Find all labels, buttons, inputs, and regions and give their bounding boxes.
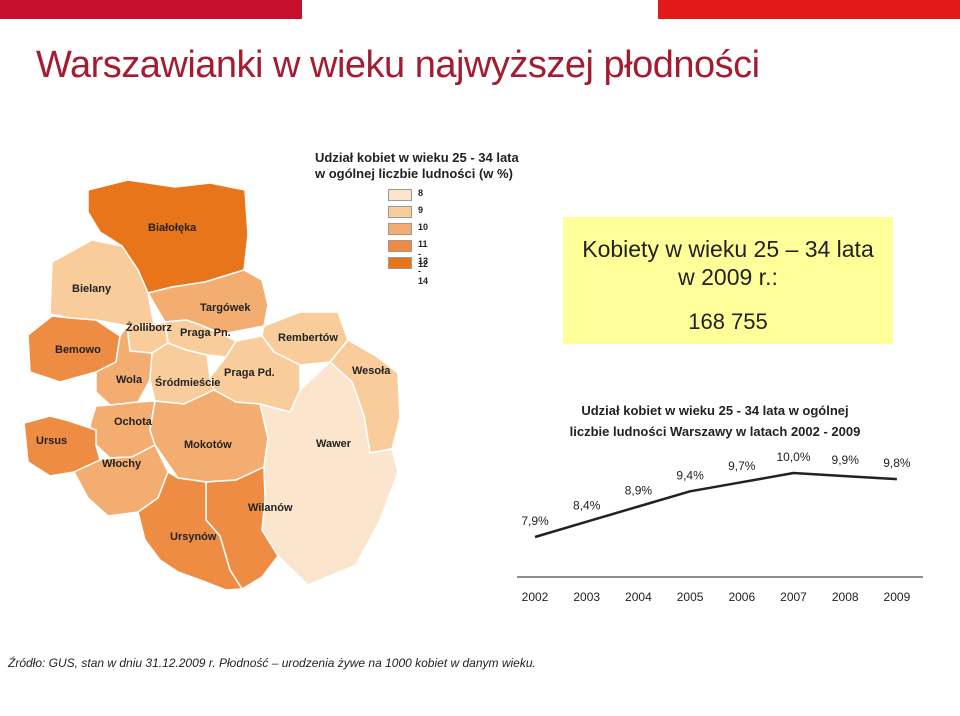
legend-swatch: [388, 240, 412, 252]
page-title: Warszawianki w wieku najwyższej płodnośc…: [36, 44, 760, 86]
district-label-srodmiescie: Śródmieście: [155, 377, 221, 389]
district-label-bialoleka: Białołęka: [148, 222, 197, 234]
data-label: 10,0%: [776, 450, 810, 464]
data-label: 8,9%: [625, 484, 653, 498]
data-label: 7,9%: [521, 514, 549, 528]
x-tick-label: 2007: [780, 590, 807, 604]
district-label-zoliborz: Żolliborz: [126, 322, 172, 334]
highlight-box: Kobiety w wieku 25 – 34 lata w 2009 r.: …: [563, 217, 893, 344]
district-label-wlochy: Włochy: [102, 458, 142, 470]
data-label: 9,8%: [883, 456, 911, 470]
legend-swatch: [388, 189, 412, 201]
district-ursus: [23, 415, 101, 477]
x-tick-label: 2008: [832, 590, 859, 604]
district-label-wesola: Wesoła: [352, 365, 391, 377]
data-label: 9,4%: [676, 468, 704, 482]
x-tick-label: 2003: [573, 590, 600, 604]
legend-label: 10: [418, 222, 429, 232]
map-title: Udział kobiet w wieku 25 - 34 lata w ogó…: [315, 150, 519, 182]
highlight-value: 168 755: [688, 309, 768, 334]
x-tick-label: 2009: [884, 590, 911, 604]
map-title-line2: w ogólnej liczbie ludności (w %): [315, 166, 513, 181]
district-label-praga-pd: Praga Pd.: [224, 367, 275, 379]
legend-swatch: [388, 206, 412, 218]
legend-label: 13 - 14: [418, 256, 429, 286]
x-tick-label: 2006: [728, 590, 755, 604]
legend-label: 9: [418, 205, 424, 215]
legend-swatch: [388, 223, 412, 235]
district-label-wola: Wola: [116, 374, 143, 386]
top-bar-right: [658, 0, 960, 19]
x-tick-label: 2004: [625, 590, 652, 604]
district-label-rembertow: Rembertów: [278, 332, 338, 344]
district-label-ursynow: Ursynów: [170, 531, 217, 543]
district-label-bielany: Bielany: [72, 283, 112, 295]
data-label: 8,4%: [573, 499, 601, 513]
chart-title-line1: Udział kobiet w wieku 25 - 34 lata w ogó…: [581, 403, 849, 418]
x-tick-label: 2002: [522, 590, 549, 604]
district-ursynow: [137, 471, 243, 591]
data-label: 9,9%: [832, 453, 860, 467]
district-label-wawer: Wawer: [316, 438, 352, 450]
district-label-bemowo: Bemowo: [55, 344, 101, 356]
highlight-title-line2: w 2009 r.:: [678, 264, 778, 290]
district-label-praga-pn: Praga Pn.: [180, 327, 231, 339]
district-label-mokotow: Mokotów: [184, 439, 232, 451]
highlight-title: Kobiety w wieku 25 – 34 lata w 2009 r.:: [563, 235, 893, 291]
legend-label: 11 - 12: [418, 239, 429, 269]
top-bar-left: [0, 0, 302, 19]
chart-title: Udział kobiet w wieku 25 - 34 lata w ogó…: [540, 400, 890, 442]
legend-label: 8: [418, 188, 424, 198]
top-bar-middle: [302, 0, 658, 19]
highlight-title-line1: Kobiety w wieku 25 – 34 lata: [582, 236, 874, 262]
district-label-ochota: Ochota: [114, 416, 152, 428]
x-tick-label: 2005: [677, 590, 704, 604]
district-label-targowek: Targówek: [200, 302, 251, 314]
chart-title-line2: liczbie ludności Warszawy w latach 2002 …: [569, 424, 861, 439]
source-note: Źródło: GUS, stan w dniu 31.12.2009 r. P…: [8, 656, 536, 670]
map-title-line1: Udział kobiet w wieku 25 - 34 lata: [315, 150, 519, 165]
data-label: 9,7%: [728, 459, 756, 473]
series-line: [534, 471, 897, 539]
legend-swatch: [388, 257, 412, 269]
district-label-wilanow: Wilanów: [248, 502, 293, 514]
district-label-ursus: Ursus: [36, 435, 68, 447]
